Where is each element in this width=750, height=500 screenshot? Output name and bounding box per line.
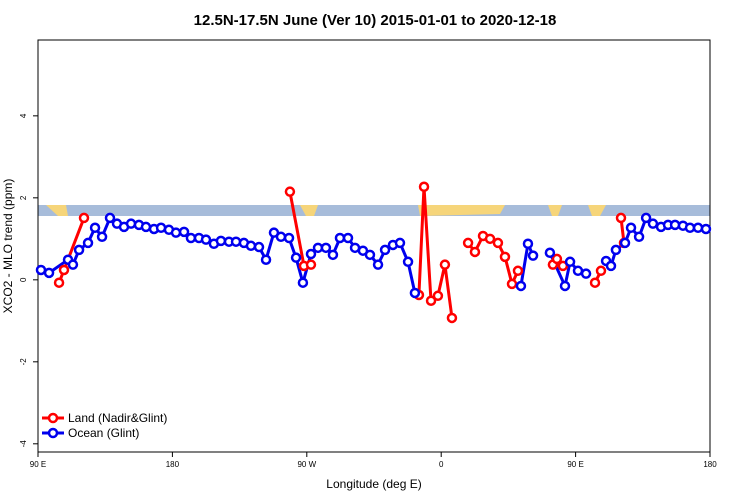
data-point — [297, 277, 309, 288]
x-tick-label: 180 — [703, 460, 717, 469]
data-point — [185, 232, 197, 244]
map-strip — [38, 205, 710, 216]
data-point — [700, 223, 712, 235]
data-point — [305, 259, 317, 270]
data-point — [53, 277, 65, 288]
chart-title: 12.5N-17.5N June (Ver 10) 2015-01-01 to … — [194, 12, 557, 29]
legend: Land (Nadir&Glint)Ocean (Glint) — [42, 411, 167, 440]
data-point — [327, 249, 339, 261]
data-point — [82, 237, 94, 249]
data-point — [432, 290, 444, 302]
data-point — [394, 237, 406, 249]
data-point — [605, 260, 617, 272]
data-point — [140, 221, 152, 233]
data-point — [615, 212, 627, 224]
data-point — [283, 232, 295, 244]
data-point — [275, 231, 287, 243]
data-point — [425, 295, 437, 306]
y-tick-label: -2 — [19, 358, 28, 366]
data-point — [492, 237, 504, 249]
data-point — [253, 241, 265, 253]
data-point — [640, 212, 652, 224]
data-point — [484, 233, 496, 245]
x-tick-label: 90 E — [567, 460, 583, 469]
data-point — [527, 250, 539, 261]
data-point — [647, 218, 659, 229]
data-point — [595, 265, 607, 277]
data-point — [58, 264, 70, 276]
data-point — [284, 186, 296, 197]
x-tick-label: 90 W — [297, 460, 316, 469]
plot-area — [35, 181, 712, 324]
data-point — [178, 226, 190, 238]
data-point — [305, 248, 317, 260]
data-point — [170, 227, 182, 238]
y-tick-label: 0 — [19, 277, 28, 282]
x-tick-label: 90 E — [30, 460, 46, 469]
data-point — [469, 246, 481, 258]
data-point — [564, 256, 576, 268]
data-point — [512, 265, 524, 277]
legend-marker — [47, 427, 59, 439]
data-point — [544, 247, 556, 259]
data-point — [364, 249, 376, 261]
data-point — [692, 222, 704, 234]
data-point — [230, 236, 242, 247]
data-point — [610, 244, 622, 256]
data-point — [499, 251, 511, 263]
x-tick-label: 0 — [439, 460, 444, 469]
data-point — [409, 287, 421, 299]
data-point — [402, 256, 414, 268]
data-point — [43, 267, 55, 279]
y-axis-label: XCO2 - MLO trend (ppm) — [1, 179, 15, 314]
data-point — [215, 235, 227, 247]
x-axis-label: Longitude (deg E) — [326, 477, 421, 491]
legend-marker — [47, 412, 59, 424]
data-point — [559, 280, 571, 292]
data-point — [96, 231, 108, 243]
data-point — [625, 222, 637, 234]
data-point — [515, 280, 527, 292]
data-point — [104, 212, 116, 224]
data-point — [89, 222, 101, 234]
data-point — [342, 232, 354, 244]
data-point — [200, 234, 212, 245]
data-point — [245, 240, 257, 252]
legend-label: Ocean (Glint) — [68, 426, 139, 440]
data-point — [522, 238, 534, 249]
data-point — [439, 259, 451, 270]
data-point — [125, 218, 137, 229]
data-point — [418, 181, 430, 193]
data-point — [78, 212, 90, 224]
data-point — [506, 278, 518, 290]
y-tick-label: 2 — [19, 195, 28, 200]
data-point — [379, 244, 391, 256]
data-point — [551, 253, 563, 265]
data-point — [73, 244, 85, 256]
data-point — [446, 312, 458, 324]
y-tick-label: -4 — [19, 440, 28, 448]
data-point — [372, 259, 384, 270]
data-point — [320, 242, 332, 254]
legend-label: Land (Nadir&Glint) — [68, 411, 167, 425]
x-tick-label: 180 — [166, 460, 180, 469]
data-point — [67, 259, 79, 270]
data-point — [580, 268, 592, 279]
data-point — [35, 264, 47, 276]
data-point — [260, 254, 272, 265]
data-point — [684, 222, 696, 234]
data-point — [462, 237, 474, 249]
y-tick-label: 4 — [19, 113, 28, 118]
data-point — [572, 265, 584, 277]
data-point — [633, 231, 645, 243]
data-point — [290, 252, 302, 263]
data-point — [589, 277, 601, 288]
plot-frame — [37, 39, 711, 453]
data-point — [619, 237, 631, 249]
data-point — [334, 232, 346, 244]
